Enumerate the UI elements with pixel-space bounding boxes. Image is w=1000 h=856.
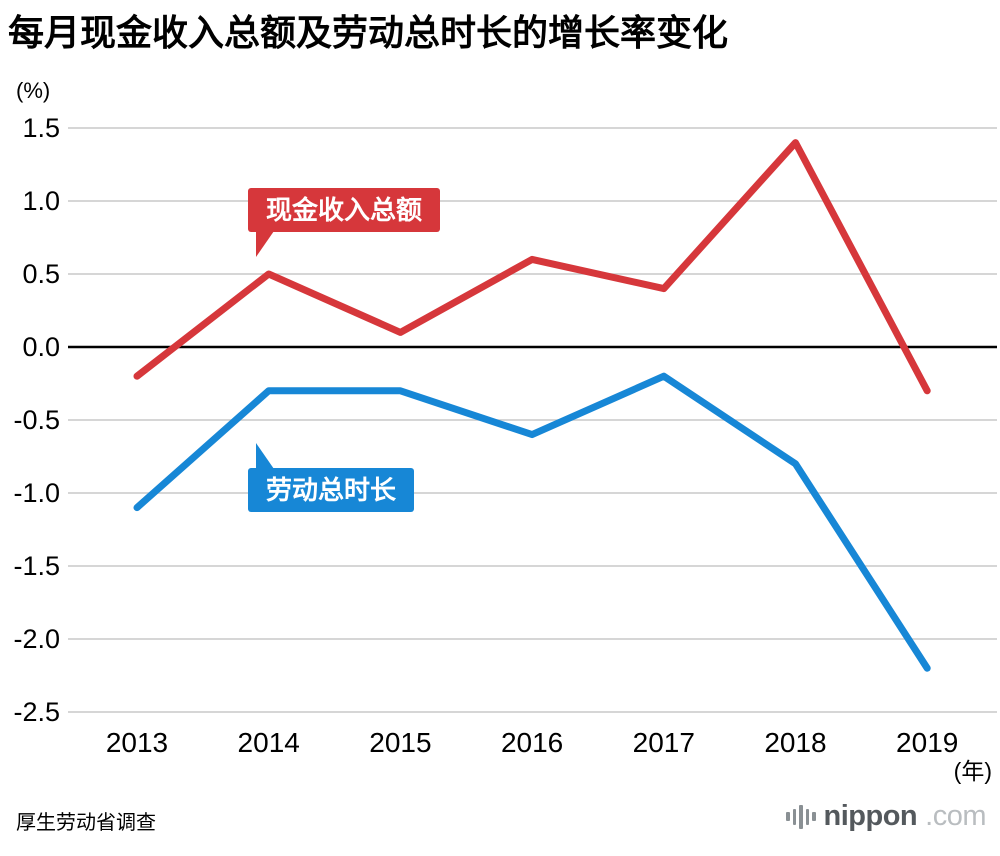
page-title: 每月现金收入总额及劳动总时长的增长率变化 — [8, 12, 729, 53]
series-line-hours — [133, 372, 931, 672]
series-line-income — [133, 139, 931, 395]
y-tick-label: -1.0 — [13, 478, 60, 508]
callout-hours: 劳动总时长 — [248, 443, 415, 512]
y-tick-label: -2.0 — [13, 624, 60, 654]
x-tick-label: 2015 — [369, 727, 431, 758]
x-tick-label: 2014 — [238, 727, 300, 758]
y-tick-label: 1.0 — [22, 186, 60, 216]
source-label: 厚生劳动省调查 — [16, 812, 156, 834]
y-tick-label: -2.5 — [13, 697, 60, 727]
y-tick-label: -0.5 — [13, 405, 60, 435]
callout-income-label: 现金收入总额 — [266, 195, 423, 225]
x-tick-label: 2017 — [633, 727, 695, 758]
callout-hours-label: 劳动总时长 — [266, 475, 397, 505]
x-tick-label: 2016 — [501, 727, 563, 758]
y-tick-label: 0.0 — [22, 332, 60, 362]
logo-tld: .com — [925, 800, 986, 832]
callout-income: 现金收入总额 — [248, 188, 441, 257]
x-tick-label: 2018 — [764, 727, 826, 758]
y-tick-label: 0.5 — [22, 259, 60, 289]
y-tick-label: -1.5 — [13, 551, 60, 581]
x-tick-label: 2013 — [106, 727, 168, 758]
y-axis-unit-label: (%) — [16, 78, 51, 103]
nippon-logo: nippon .com — [786, 800, 986, 833]
x-tick-label: 2019 — [896, 727, 958, 758]
y-tick-label: 1.5 — [22, 113, 60, 143]
x-axis-unit-label: (年) — [953, 758, 992, 784]
waveform-icon — [786, 802, 816, 832]
logo-name: nippon — [823, 800, 918, 832]
